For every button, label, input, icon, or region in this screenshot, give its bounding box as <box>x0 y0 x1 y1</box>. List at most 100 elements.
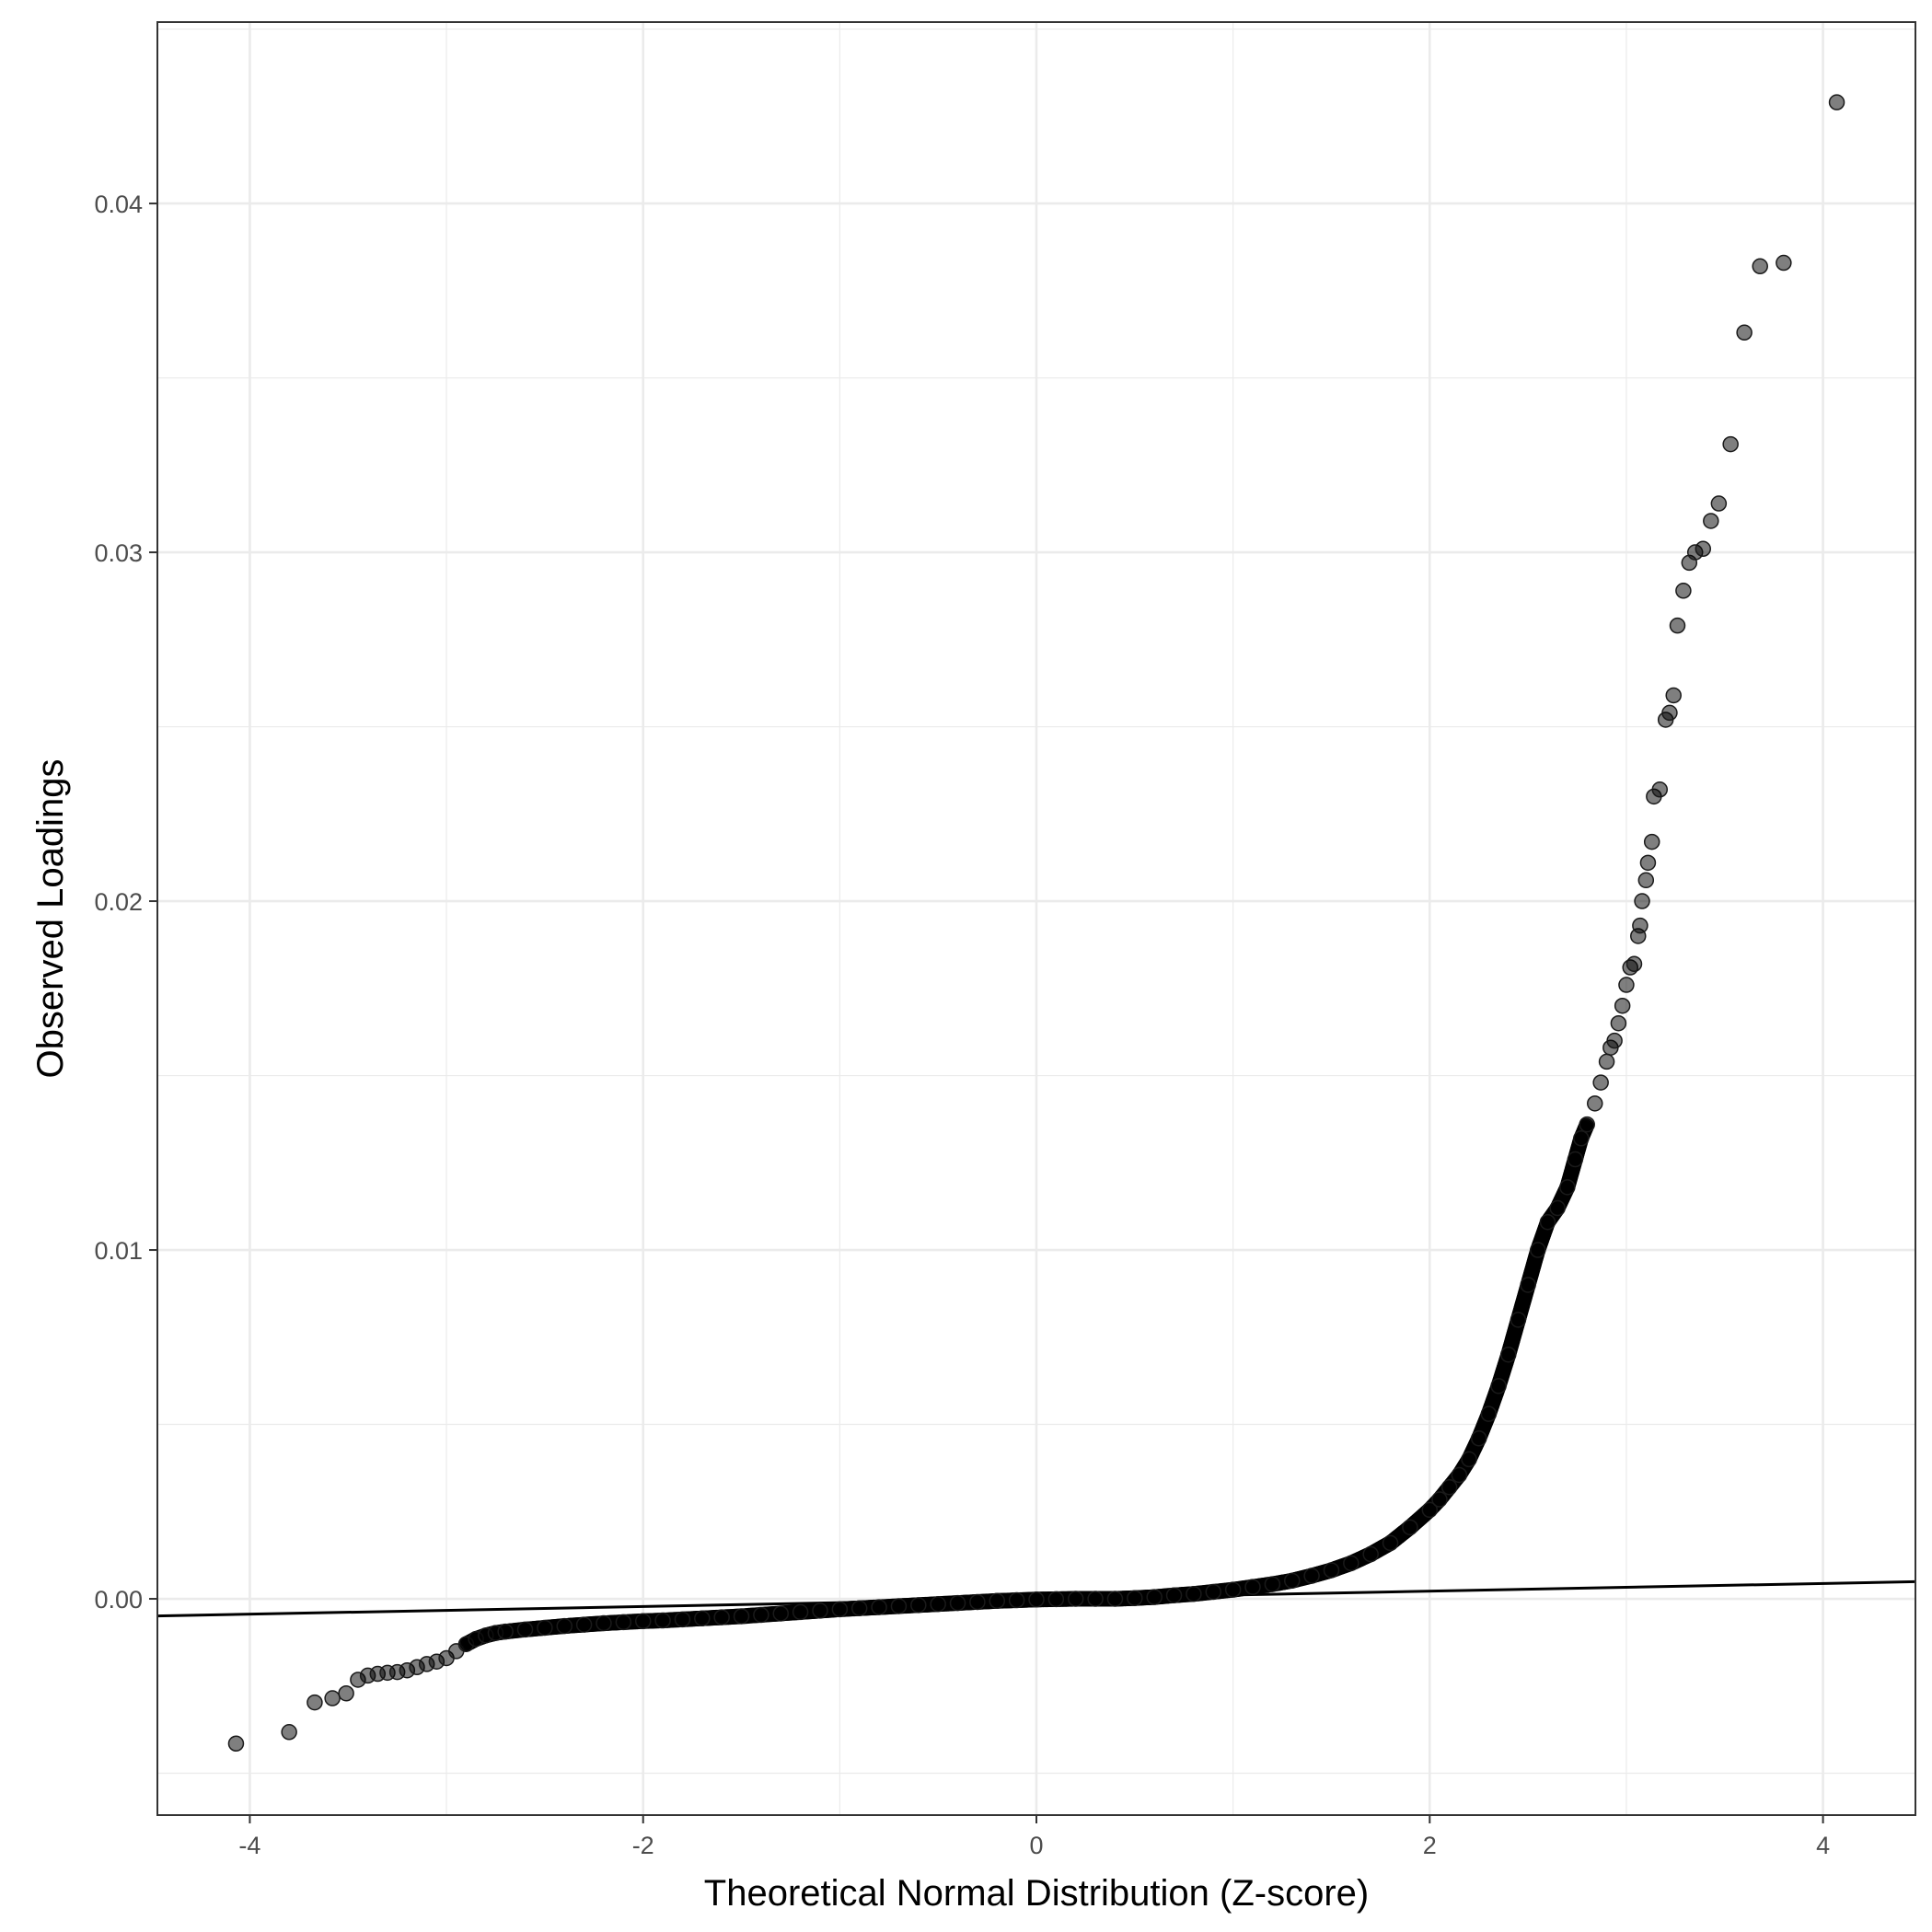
data-point <box>537 1619 553 1637</box>
data-point <box>1520 1277 1536 1293</box>
data-point <box>1165 1587 1183 1603</box>
data-point <box>1362 1545 1379 1563</box>
data-point <box>281 1724 297 1741</box>
data-point <box>989 1592 1006 1610</box>
data-point <box>615 1614 632 1631</box>
x-axis: -4 -2 0 2 4 <box>238 1815 1830 1859</box>
data-point <box>969 1593 986 1611</box>
data-point <box>1146 1589 1163 1605</box>
data-point <box>850 1600 868 1617</box>
data-point <box>227 1735 245 1753</box>
data-point <box>1695 540 1712 558</box>
data-point <box>1461 1451 1477 1468</box>
data-point <box>1710 495 1728 512</box>
data-point <box>1665 687 1682 704</box>
data-point <box>1343 1555 1359 1572</box>
data-point <box>1539 1213 1556 1231</box>
data-point <box>1470 1429 1487 1447</box>
data-point <box>1618 977 1635 993</box>
data-point <box>1776 254 1792 272</box>
data-point <box>556 1617 573 1635</box>
data-point <box>1440 1479 1458 1496</box>
y-tick-label: 0.01 <box>94 1237 143 1265</box>
data-point <box>1736 324 1753 341</box>
data-point <box>1651 781 1669 798</box>
data-point <box>1592 1074 1609 1091</box>
data-point <box>1480 1406 1498 1422</box>
data-point <box>1402 1519 1418 1536</box>
data-point <box>713 1609 730 1625</box>
y-axis-title: Observed Loadings <box>30 759 71 1079</box>
data-point <box>1722 435 1739 453</box>
data-point <box>1661 704 1678 722</box>
data-point <box>930 1595 946 1613</box>
data-point <box>1067 1591 1084 1607</box>
data-point <box>871 1599 887 1615</box>
data-point <box>1606 1032 1623 1049</box>
data-point <box>1451 1466 1468 1484</box>
data-point <box>1598 1053 1615 1070</box>
data-point <box>1703 513 1719 529</box>
x-tick-label: -4 <box>238 1832 260 1859</box>
data-point <box>338 1684 354 1702</box>
x-tick-label: 4 <box>1816 1832 1830 1859</box>
data-point <box>753 1606 769 1624</box>
data-point <box>654 1612 671 1629</box>
x-tick-label: -2 <box>632 1832 654 1859</box>
x-tick-label: 0 <box>1029 1832 1043 1859</box>
data-point <box>1087 1591 1104 1607</box>
data-point <box>1244 1579 1261 1595</box>
data-point <box>1828 94 1845 110</box>
data-point <box>890 1598 908 1614</box>
data-point <box>1490 1378 1507 1394</box>
data-point <box>831 1601 849 1618</box>
data-point <box>516 1621 534 1638</box>
data-point <box>1573 1130 1590 1147</box>
data-point <box>1500 1346 1517 1363</box>
y-tick-label: 0.00 <box>94 1586 143 1614</box>
data-point <box>1634 893 1650 909</box>
data-point <box>1625 955 1643 973</box>
data-point <box>1224 1581 1242 1598</box>
data-point <box>497 1623 514 1640</box>
data-point <box>596 1614 612 1632</box>
data-point <box>812 1602 828 1619</box>
data-point <box>1382 1534 1399 1552</box>
data-point <box>772 1605 790 1622</box>
data-point <box>1431 1491 1448 1508</box>
data-point <box>792 1603 809 1621</box>
data-point <box>1632 917 1649 934</box>
x-axis-title: Theoretical Normal Distribution (Z-score… <box>704 1873 1369 1914</box>
data-point <box>1264 1576 1281 1592</box>
data-point <box>1579 1116 1595 1133</box>
data-point <box>733 1608 750 1625</box>
data-point <box>307 1694 323 1711</box>
data-point <box>1530 1242 1546 1258</box>
data-point <box>1106 1591 1124 1607</box>
data-point <box>910 1597 927 1614</box>
data-point <box>1008 1591 1025 1609</box>
data-point <box>634 1613 652 1630</box>
data-points <box>227 94 1845 1753</box>
data-point <box>1559 1179 1576 1196</box>
y-tick-label: 0.02 <box>94 888 143 916</box>
data-point <box>1205 1583 1222 1601</box>
data-point <box>575 1616 593 1633</box>
data-point <box>1637 872 1655 889</box>
data-point <box>1549 1199 1566 1217</box>
y-axis: 0.00 0.01 0.02 0.03 0.04 <box>94 191 157 1614</box>
data-point <box>949 1594 966 1612</box>
y-tick-label: 0.03 <box>94 539 143 567</box>
data-point <box>1752 258 1768 275</box>
data-point <box>694 1610 711 1627</box>
data-point <box>1186 1585 1202 1602</box>
data-point <box>1587 1095 1603 1112</box>
data-point <box>1028 1591 1045 1608</box>
data-point <box>1510 1312 1527 1328</box>
data-point <box>1283 1572 1301 1590</box>
data-point <box>1421 1501 1439 1519</box>
data-point <box>1323 1562 1340 1579</box>
data-point <box>1303 1568 1320 1584</box>
